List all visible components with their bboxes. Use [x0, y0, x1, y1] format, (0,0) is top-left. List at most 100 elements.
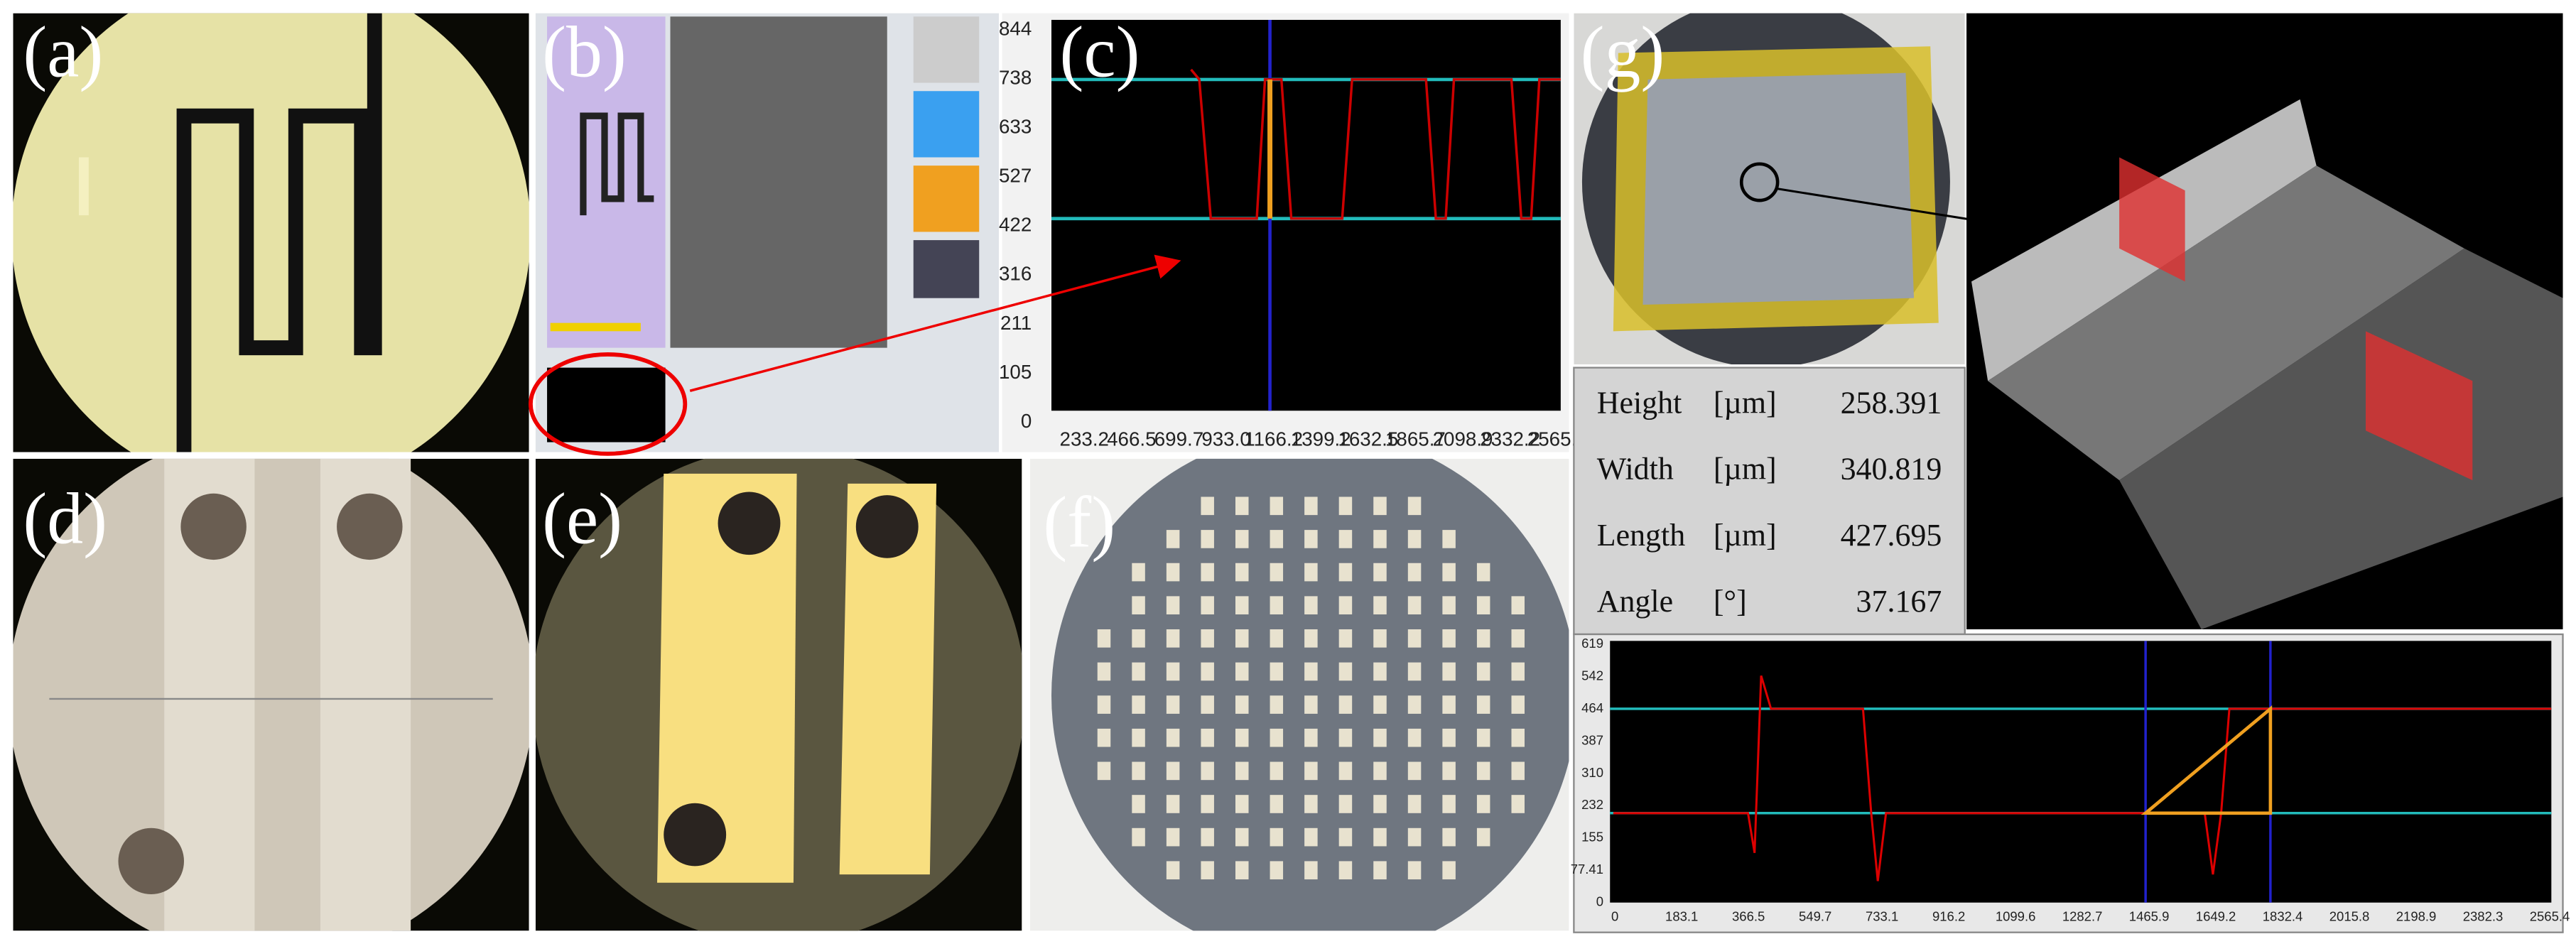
- die: [1304, 662, 1318, 681]
- y-tick-label: 542: [1581, 668, 1603, 683]
- dark-view: [670, 16, 887, 348]
- profile-chart: 619 542 464 387 310 232 155 77.41 00 183.1 366.5 54…: [1571, 633, 2570, 933]
- tool-icon: [913, 16, 980, 83]
- die: [1270, 629, 1284, 648]
- x-tick-label: 2098.9: [1433, 428, 1493, 450]
- x-tick-label: 1166.2: [1244, 428, 1303, 450]
- die: [1407, 596, 1422, 615]
- x-tick-label: 2332.2: [1480, 428, 1540, 450]
- die: [1511, 629, 1525, 648]
- y-tick-label: 633: [999, 115, 1032, 137]
- die: [1201, 662, 1214, 681]
- measure-name: Angle: [1597, 584, 1673, 619]
- die: [1166, 563, 1180, 582]
- die: [1201, 795, 1214, 813]
- die: [1511, 795, 1525, 813]
- x-tick-label: 1099.6: [1996, 909, 2036, 924]
- measure-unit: [µm]: [1714, 518, 1777, 553]
- die: [1373, 563, 1387, 582]
- x-tick-label: 366.5: [1732, 909, 1765, 924]
- die: [1442, 761, 1456, 781]
- die-array: [1097, 496, 1525, 880]
- panel-label: (c): [1060, 12, 1140, 92]
- pad: [664, 803, 727, 867]
- die: [1132, 795, 1145, 813]
- die: [1338, 728, 1353, 747]
- die: [1270, 795, 1284, 813]
- die: [1511, 596, 1525, 615]
- die: [1166, 827, 1180, 847]
- die: [1407, 827, 1422, 847]
- zoom-circle: [1739, 162, 1780, 202]
- die: [1132, 728, 1145, 747]
- electrode-strip: [657, 473, 797, 883]
- x-tick-label: 1832.4: [2263, 909, 2303, 924]
- die: [1442, 662, 1456, 681]
- x-tick-label: 2198.9: [2396, 909, 2437, 924]
- die: [1407, 761, 1422, 781]
- die: [1270, 530, 1284, 548]
- die: [1270, 695, 1284, 714]
- panel-label: (a): [23, 12, 103, 92]
- die: [1097, 695, 1111, 714]
- die: [1476, 728, 1490, 747]
- x-tick-label: 1632.5: [1338, 428, 1398, 450]
- die: [1166, 861, 1180, 880]
- tool-icon: [913, 165, 980, 232]
- die: [1407, 861, 1422, 880]
- die: [1338, 827, 1353, 847]
- die: [1407, 629, 1422, 648]
- measure-value: 37.167: [1856, 584, 1942, 619]
- die: [1407, 530, 1422, 548]
- die: [1511, 728, 1525, 747]
- x-tick-label: 733.1: [1866, 909, 1898, 924]
- panel-label: (g): [1581, 12, 1665, 92]
- panel-a: [13, 13, 529, 452]
- measure-name: Height: [1597, 385, 1682, 420]
- y-tick-label: 422: [999, 214, 1032, 236]
- x-tick-label: 933.0: [1201, 428, 1250, 450]
- die: [1201, 827, 1214, 847]
- die: [1201, 861, 1214, 880]
- electrode-thumbnail: [580, 112, 654, 216]
- die: [1097, 728, 1111, 747]
- die: [1304, 795, 1318, 813]
- die: [1270, 596, 1284, 615]
- highlight-ellipse: [529, 352, 688, 456]
- die: [1166, 662, 1180, 681]
- panel-label: (b): [542, 12, 627, 92]
- die: [1304, 695, 1318, 714]
- die: [1442, 596, 1456, 615]
- die: [1166, 761, 1180, 781]
- die: [1270, 728, 1284, 747]
- panel-label: (e): [542, 479, 622, 559]
- die: [1476, 695, 1490, 714]
- measure-value: 340.819: [1841, 452, 1942, 487]
- die: [1201, 695, 1214, 714]
- measure-unit: [µm]: [1714, 385, 1777, 420]
- die: [1442, 530, 1456, 548]
- die: [1132, 827, 1145, 847]
- pad: [118, 827, 184, 895]
- die: [1338, 530, 1353, 548]
- 3d-render: [1966, 13, 2563, 629]
- y-tick-label: 77.41: [1571, 862, 1603, 876]
- die: [1270, 827, 1284, 847]
- die: [1166, 596, 1180, 615]
- die: [1338, 596, 1353, 615]
- die: [1476, 629, 1490, 648]
- die: [1442, 795, 1456, 813]
- pad: [337, 493, 403, 560]
- die: [1373, 728, 1387, 747]
- panel-b: [529, 13, 999, 456]
- y-tick-label: 316: [999, 263, 1032, 285]
- y-tick-label: 0: [1596, 894, 1603, 909]
- pad: [180, 493, 247, 560]
- die: [1304, 728, 1318, 747]
- x-tick-label: 2015.8: [2329, 909, 2370, 924]
- die: [1270, 563, 1284, 582]
- die: [1235, 695, 1249, 714]
- die: [1235, 761, 1249, 781]
- die: [1338, 662, 1353, 681]
- tool-icon: [913, 91, 980, 158]
